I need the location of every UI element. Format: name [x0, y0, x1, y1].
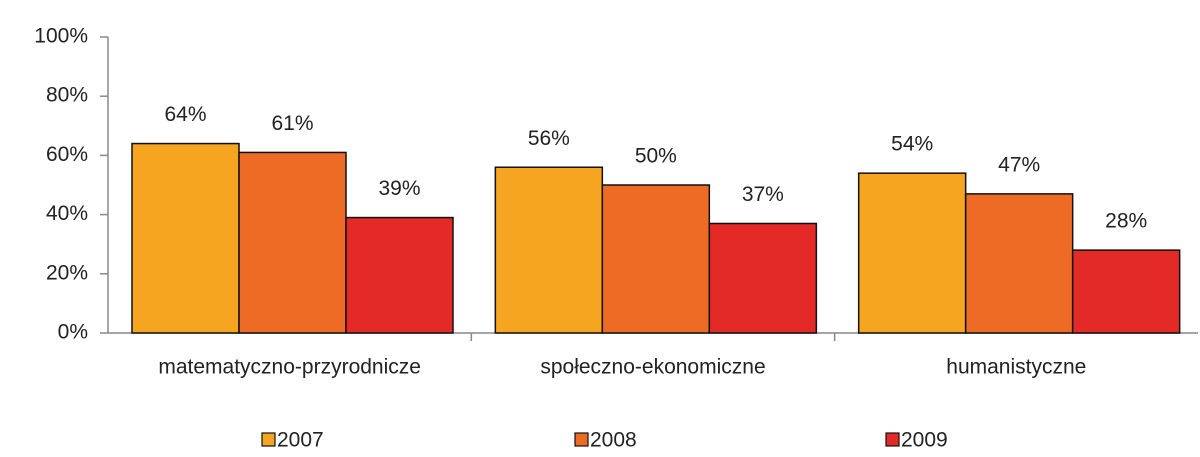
- bar: [857, 172, 967, 334]
- data-label: 61%: [271, 112, 313, 135]
- x-tick-label: humanistyczne: [946, 356, 1086, 379]
- legend-label: 2008: [590, 429, 637, 452]
- y-tick-label: 40%: [46, 202, 88, 225]
- legend-swatch: [574, 432, 589, 447]
- data-label: 39%: [378, 177, 420, 200]
- legend-swatch: [261, 432, 276, 447]
- bar: [601, 184, 711, 334]
- bar: [708, 222, 818, 334]
- data-label: 64%: [164, 103, 206, 126]
- data-label: 50%: [635, 145, 677, 168]
- bar: [345, 216, 454, 334]
- y-tick-label: 60%: [46, 143, 88, 166]
- data-label: 54%: [891, 133, 933, 156]
- legend-label: 2007: [277, 429, 324, 452]
- y-tick-label: 80%: [46, 84, 88, 107]
- x-tick-label: społeczno-ekonomiczne: [540, 356, 765, 379]
- data-label: 28%: [1105, 210, 1147, 233]
- y-tick-label: 0%: [58, 321, 88, 344]
- data-label: 47%: [998, 153, 1040, 176]
- bar: [238, 151, 347, 334]
- bar: [131, 142, 240, 334]
- data-label: 37%: [742, 183, 784, 206]
- bar: [494, 166, 604, 334]
- y-tick-label: 20%: [46, 261, 88, 284]
- data-label: 56%: [528, 127, 570, 150]
- bar: [964, 193, 1074, 334]
- y-tick-label: 100%: [34, 25, 88, 48]
- legend-swatch: [885, 432, 900, 447]
- legend-label: 2009: [901, 429, 948, 452]
- bar: [1071, 249, 1181, 334]
- x-tick-label: matematyczno-przyrodnicze: [158, 356, 421, 379]
